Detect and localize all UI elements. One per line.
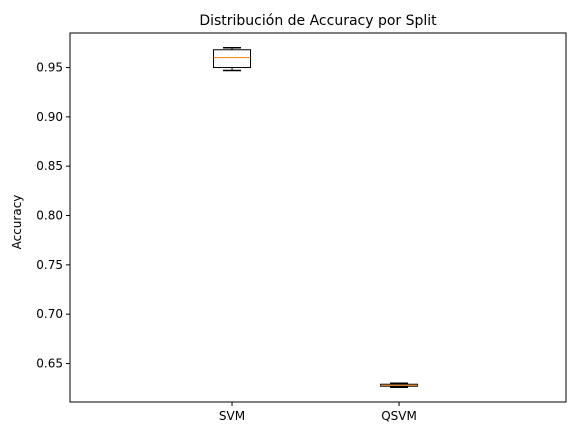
chart-title: Distribución de Accuracy por Split <box>199 13 437 29</box>
y-tick-label: 0.75 <box>36 258 63 272</box>
y-tick-label: 0.90 <box>36 110 63 124</box>
plot-frame <box>69 32 567 403</box>
y-tick-label: 0.65 <box>36 357 63 371</box>
box-svm <box>213 49 252 69</box>
y-tick-label: 0.70 <box>36 307 63 321</box>
y-tick-label: 0.95 <box>36 61 63 75</box>
plot-area: 0.65 0.70 0.75 0.80 0.85 0.90 0.95 SVM QSVM <box>36 32 567 423</box>
y-tick-label: 0.80 <box>36 209 63 223</box>
y-axis-label: Accuracy <box>10 195 24 250</box>
y-tick-label: 0.85 <box>36 159 63 173</box>
x-tick-label: QSVM <box>381 409 417 423</box>
x-tick-label: SVM <box>219 409 245 423</box>
